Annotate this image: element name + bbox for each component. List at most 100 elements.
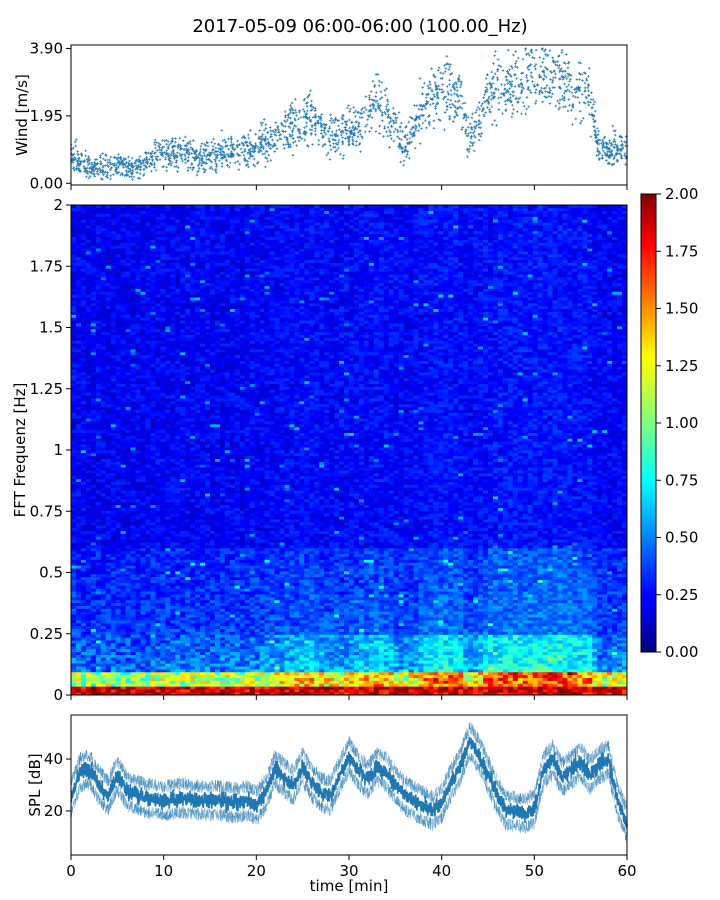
wind-data-point: [340, 134, 343, 137]
spectrogram-cell: [567, 681, 572, 684]
spectrogram-cell: [255, 663, 260, 666]
spectrogram-cell: [155, 669, 160, 672]
wind-data-point: [200, 145, 203, 148]
spectrogram-cell: [503, 663, 508, 666]
spectrogram-cell: [220, 632, 225, 635]
spectrogram-cell: [215, 660, 220, 663]
spectrogram-cell: [91, 683, 96, 686]
spectrogram-cell: [443, 652, 448, 655]
spectrogram-cell: [235, 649, 240, 652]
spectrogram-cell: [409, 626, 414, 629]
wind-data-point: [508, 68, 511, 71]
spectrogram-cell: [215, 626, 220, 629]
spectrogram-cell: [394, 678, 399, 681]
spectrogram-cell: [339, 678, 344, 681]
spectrogram-cell: [81, 643, 86, 646]
spectrogram-cell: [145, 660, 150, 663]
spectrogram-cell: [612, 681, 617, 684]
spectrogram-cell: [200, 632, 205, 635]
spectrogram-cell: [448, 683, 453, 686]
wind-data-point: [359, 130, 362, 133]
spectrogram-cell: [339, 634, 344, 637]
spectrogram-cell: [131, 649, 136, 652]
wind-data-point: [171, 137, 174, 140]
spectrogram-cell: [428, 686, 433, 689]
spectrogram-cell: [543, 663, 548, 666]
wind-data-point: [553, 86, 556, 89]
spectrogram-cell: [409, 663, 414, 666]
wind-data-point: [359, 133, 362, 136]
wind-data-point: [401, 130, 404, 133]
wind-data-point: [592, 98, 595, 101]
wind-data-point: [374, 108, 377, 111]
spectrogram-cell: [612, 660, 617, 663]
figure: 2017-05-09 06:00-06:00 (100.00_Hz) 0.001…: [0, 0, 720, 900]
spectrogram-cell: [215, 640, 220, 643]
wind-data-point: [492, 62, 495, 65]
spectrogram-cell: [473, 683, 478, 686]
spectrogram-cell: [250, 666, 255, 669]
wind-data-point: [284, 125, 287, 128]
spectrogram-cell: [150, 643, 155, 646]
wind-data-point: [248, 137, 251, 140]
spectrogram-cell: [314, 637, 319, 640]
spectrogram-cell: [354, 632, 359, 635]
wind-data-point: [418, 108, 421, 111]
spectrogram-cell: [165, 655, 170, 658]
spectrogram-cell: [71, 646, 76, 649]
spectrogram-cell: [488, 669, 493, 672]
spectrogram-cell: [190, 658, 195, 661]
spectrogram-cell: [106, 632, 111, 635]
wind-data-point: [187, 169, 190, 172]
spectrogram-cell: [101, 640, 106, 643]
spectrogram-cell: [419, 626, 424, 629]
wind-data-point: [501, 112, 504, 115]
spectrogram-cell: [508, 660, 513, 663]
spectrogram-cell: [255, 640, 260, 643]
spectrogram-cell: [379, 666, 384, 669]
spectrogram-cell: [498, 660, 503, 663]
spectrogram-cell: [225, 675, 230, 678]
wind-data-point: [262, 147, 265, 150]
spectrogram-cell: [200, 678, 205, 681]
wind-data-point: [418, 123, 421, 126]
spectrogram-cell: [280, 632, 285, 635]
spectrogram-cell: [155, 649, 160, 652]
wind-y-ticks: 0.001.953.90: [30, 39, 71, 192]
spectrogram-cell: [419, 660, 424, 663]
spectrogram-cell: [91, 623, 96, 626]
spectrogram-cell: [558, 689, 563, 692]
spectrogram-cell: [577, 637, 582, 640]
spectrogram-cell: [329, 637, 334, 640]
spectrogram-cell: [240, 640, 245, 643]
spectrogram-cell: [533, 626, 538, 629]
spectrogram-cell: [518, 655, 523, 658]
wind-data-point: [215, 168, 218, 171]
spectrogram-cell: [508, 634, 513, 637]
wind-data-point: [309, 128, 312, 131]
spectrogram-cell: [255, 646, 260, 649]
spectrogram-cell: [309, 623, 314, 626]
spectrogram-cell: [175, 678, 180, 681]
spectrogram-cell: [185, 666, 190, 669]
spectrogram-cell: [533, 681, 538, 684]
spectrogram-cell: [438, 675, 443, 678]
spectrogram-cell: [339, 649, 344, 652]
spectrogram-cell: [141, 634, 146, 637]
spectrogram-cell: [145, 675, 150, 678]
spectrogram-cell: [463, 689, 468, 692]
spectrogram-cell: [607, 629, 612, 632]
spectrogram-cell: [319, 683, 324, 686]
spectrogram-cell: [86, 669, 91, 672]
spectrogram-cell: [428, 663, 433, 666]
spectrogram-cell: [438, 626, 443, 629]
wind-data-point: [175, 159, 178, 162]
spectrogram-cell: [389, 663, 394, 666]
spectrogram-cell: [255, 681, 260, 684]
spectrogram-cell: [81, 681, 86, 684]
spectrogram-cell: [294, 683, 299, 686]
spectrogram-cell: [428, 660, 433, 663]
spectrogram-cell: [304, 681, 309, 684]
spectrogram-cell: [304, 660, 309, 663]
spectrogram-cell: [419, 663, 424, 666]
